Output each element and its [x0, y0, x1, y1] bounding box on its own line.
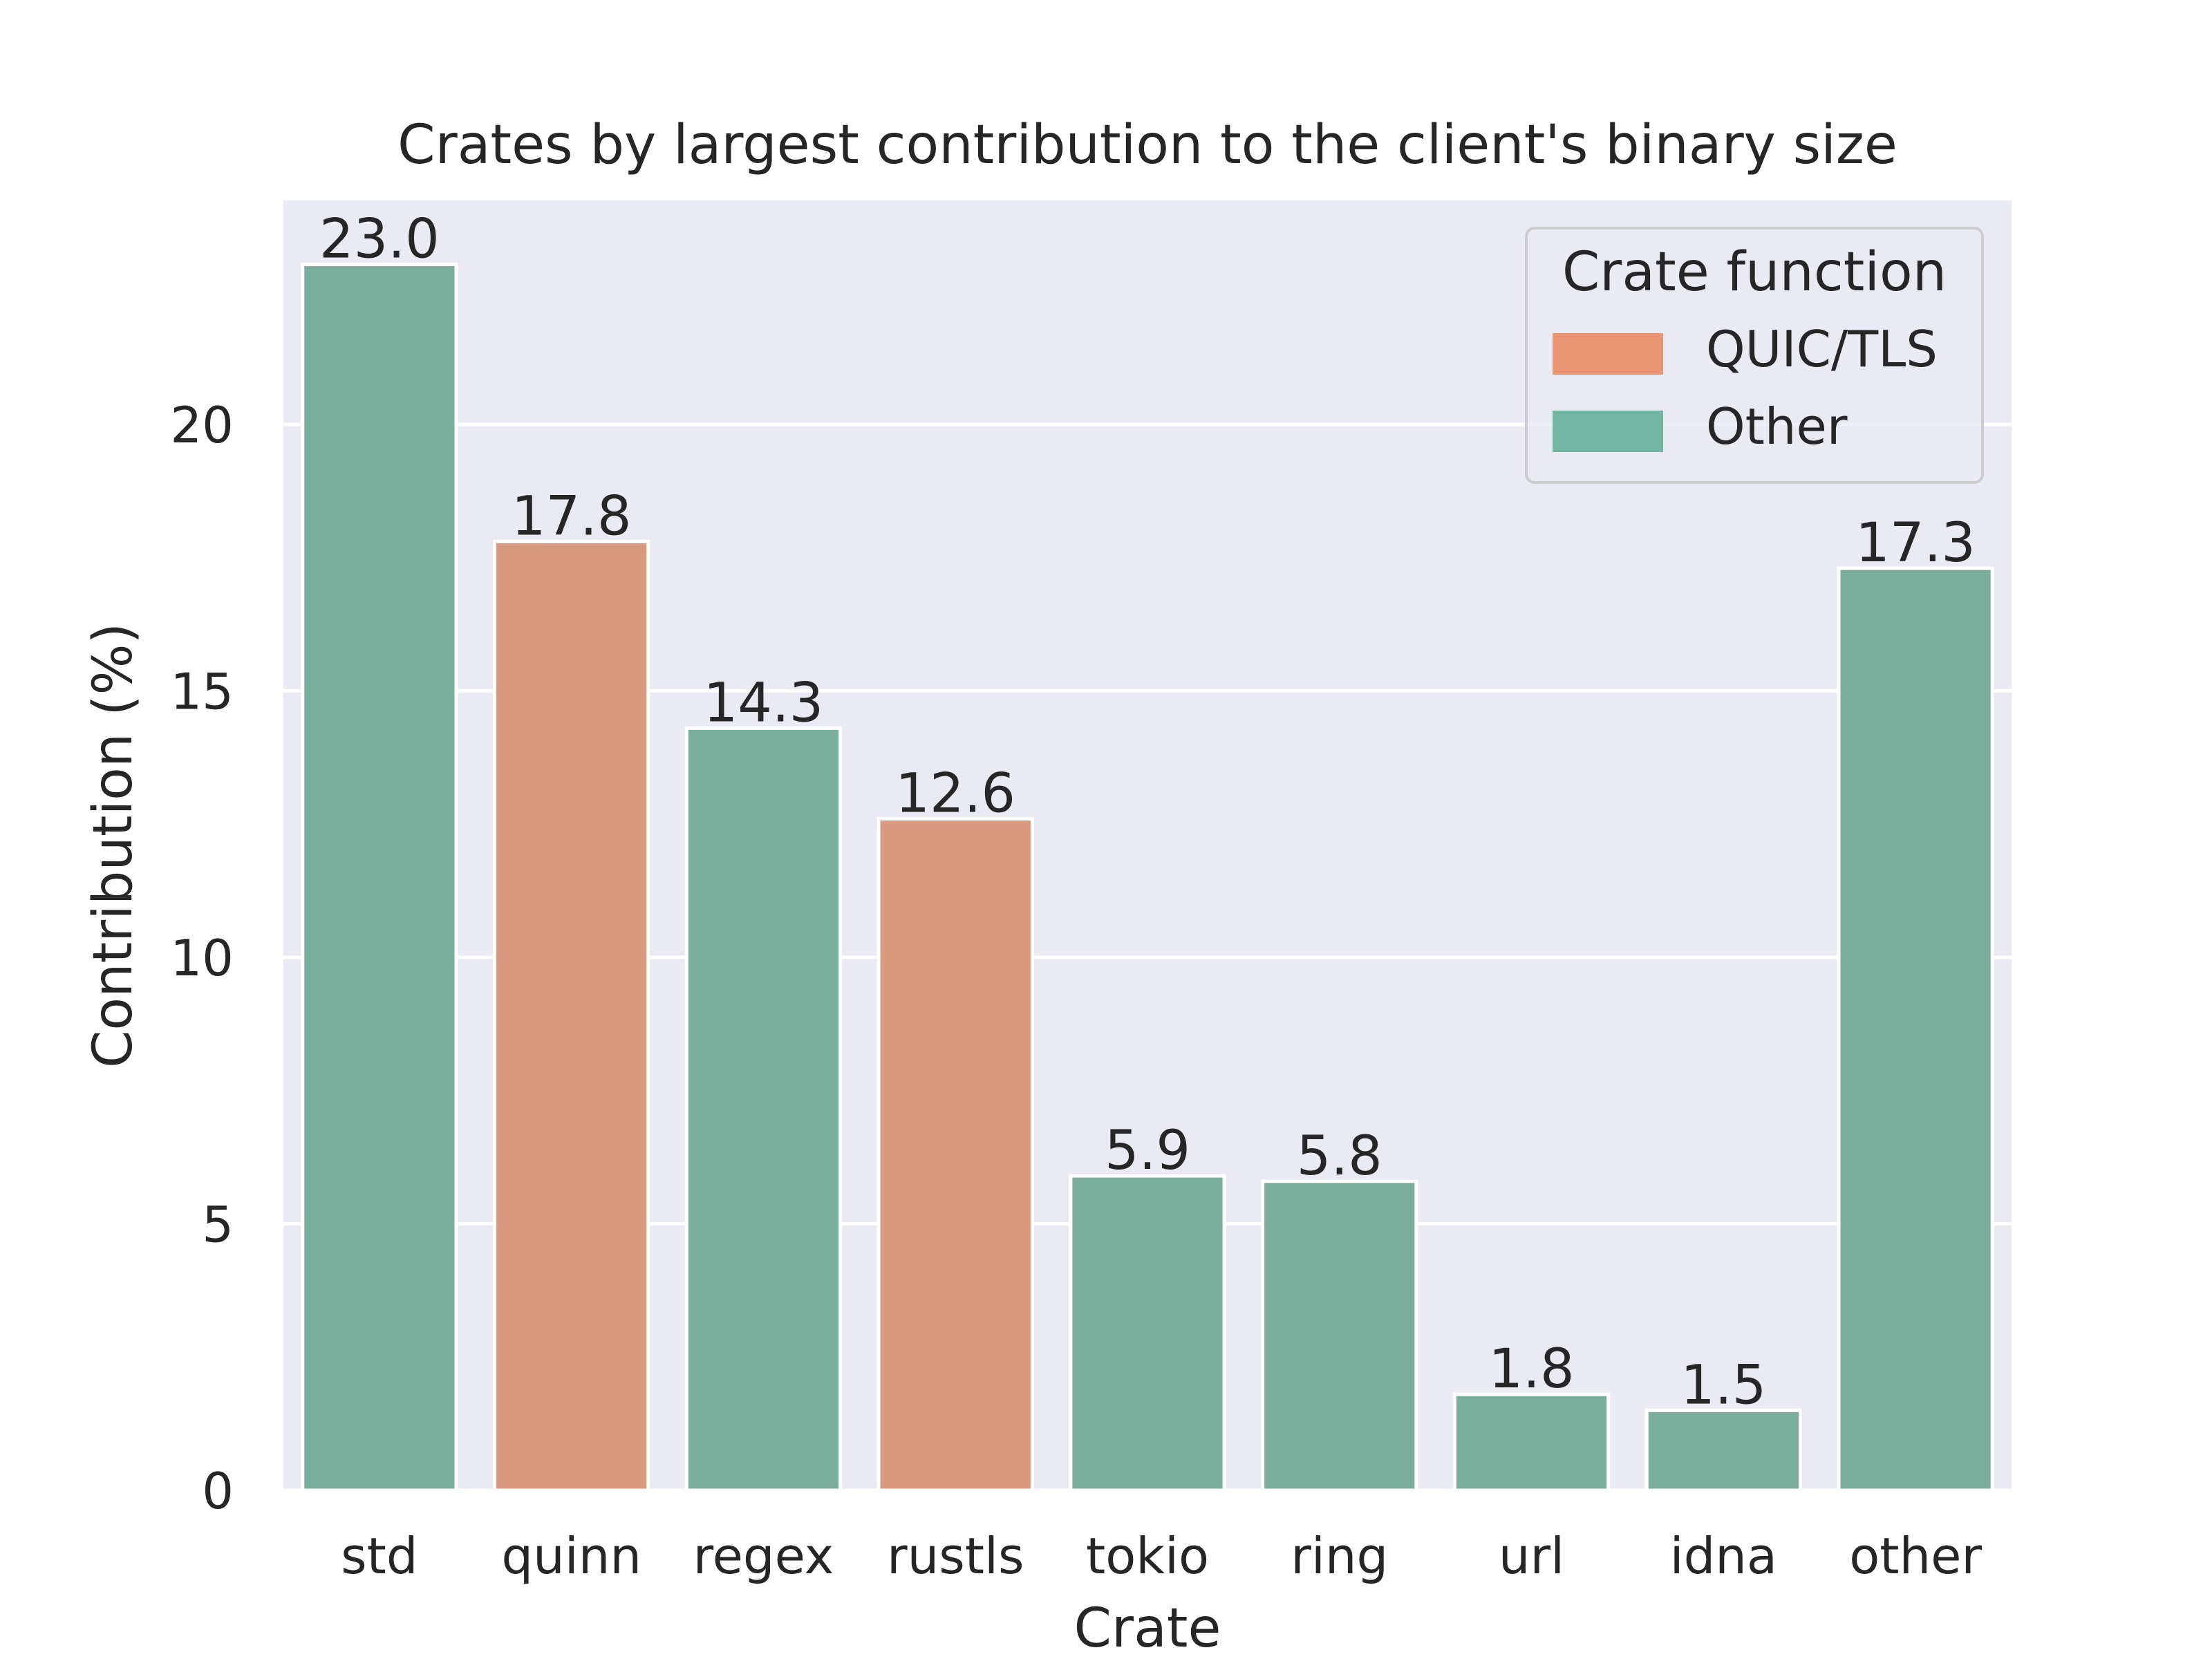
- x-tick-label-url: url: [1499, 1527, 1564, 1585]
- chart-title: Crates by largest contribution to the cl…: [397, 114, 1897, 176]
- x-tick-label-std: std: [341, 1527, 418, 1585]
- bar-url: [1452, 1392, 1611, 1492]
- legend-swatch-other: [1553, 411, 1663, 452]
- x-tick-label-ring: ring: [1291, 1527, 1388, 1585]
- x-tick-label-idna: idna: [1670, 1527, 1777, 1585]
- bar-value-label-other: 17.3: [1855, 512, 1976, 574]
- x-axis-label: Crate: [1074, 1597, 1221, 1659]
- x-tick-label-rustls: rustls: [887, 1527, 1024, 1585]
- x-tick-label-regex: regex: [693, 1527, 834, 1585]
- bar-regex: [684, 726, 843, 1492]
- y-tick-label: 0: [202, 1462, 234, 1520]
- legend-label-quic-tls: QUIC/TLS: [1706, 320, 1938, 378]
- x-tick-label-other: other: [1849, 1527, 1982, 1585]
- bar-tokio: [1069, 1174, 1226, 1492]
- legend-title: Crate function: [1562, 241, 1947, 303]
- bar-value-label-quinn: 17.8: [512, 485, 632, 547]
- bar-quinn: [493, 539, 650, 1492]
- legend: Crate function QUIC/TLS Other: [1525, 227, 1984, 484]
- bar-value-label-tokio: 5.9: [1105, 1120, 1190, 1182]
- bar-value-label-url: 1.8: [1489, 1338, 1575, 1400]
- bar-value-labels: 23.0 17.8 14.3 12.6 5.9 5.8 1.8 1.5 17.3: [319, 209, 1976, 1417]
- bar-rustls: [877, 816, 1034, 1492]
- bar-idna: [1644, 1408, 1802, 1492]
- y-axis-label: Contribution (%): [82, 623, 144, 1068]
- x-tick-labels: std quinn regex rustls tokio ring url idna other: [341, 1527, 1982, 1585]
- y-tick-label: 15: [170, 662, 234, 720]
- x-tick-label-quinn: quinn: [501, 1527, 641, 1585]
- x-tick-label-tokio: tokio: [1086, 1527, 1209, 1585]
- bar-value-label-regex: 14.3: [704, 672, 824, 734]
- bar-value-label-idna: 1.5: [1680, 1354, 1766, 1416]
- bar-other: [1837, 566, 1994, 1492]
- bar-value-label-std: 23.0: [319, 209, 440, 271]
- bar-value-label-rustls: 12.6: [895, 762, 1015, 825]
- legend-swatch-quic-tls: [1553, 333, 1663, 375]
- bar-value-label-ring: 5.8: [1297, 1125, 1382, 1188]
- bar-ring: [1261, 1179, 1418, 1492]
- legend-label-other: Other: [1706, 397, 1848, 456]
- y-tick-label: 5: [202, 1195, 234, 1253]
- y-tick-label: 10: [170, 929, 234, 987]
- y-tick-label: 20: [170, 396, 234, 454]
- bar-std: [301, 263, 458, 1492]
- bars: [301, 263, 1994, 1492]
- y-tick-labels: 0 5 10 15 20: [170, 396, 234, 1520]
